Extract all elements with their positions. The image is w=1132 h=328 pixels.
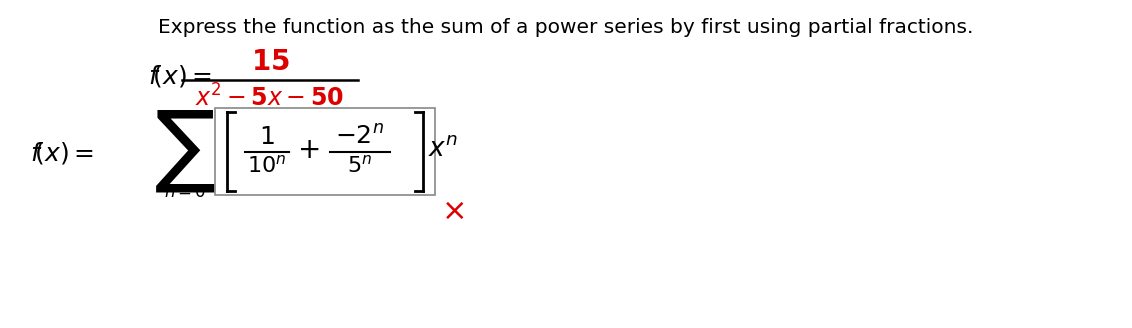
Text: $+$: $+$ xyxy=(297,136,319,164)
Text: $\times$: $\times$ xyxy=(441,197,465,226)
Text: $-2^n$: $-2^n$ xyxy=(335,125,385,149)
Text: $\mathbf{15}$: $\mathbf{15}$ xyxy=(250,48,290,76)
Text: $\sum$: $\sum$ xyxy=(154,108,215,194)
Text: $10^n$: $10^n$ xyxy=(248,154,286,176)
Text: $1$: $1$ xyxy=(259,125,275,149)
Text: $\infty$: $\infty$ xyxy=(177,104,194,123)
Text: Express the function as the sum of a power series by first using partial fractio: Express the function as the sum of a pow… xyxy=(158,18,974,37)
Text: $x^2 - \mathbf{5}x - \mathbf{50}$: $x^2 - \mathbf{5}x - \mathbf{50}$ xyxy=(196,84,344,111)
Text: $f\!\left(x\right) =$: $f\!\left(x\right) =$ xyxy=(148,63,212,89)
Text: $n = 0$: $n = 0$ xyxy=(164,183,206,201)
Bar xyxy=(215,108,435,195)
Text: $5^n$: $5^n$ xyxy=(348,154,372,176)
Text: $f\!\left(x\right) =$: $f\!\left(x\right) =$ xyxy=(31,140,94,166)
Text: $x^n$: $x^n$ xyxy=(428,136,458,162)
